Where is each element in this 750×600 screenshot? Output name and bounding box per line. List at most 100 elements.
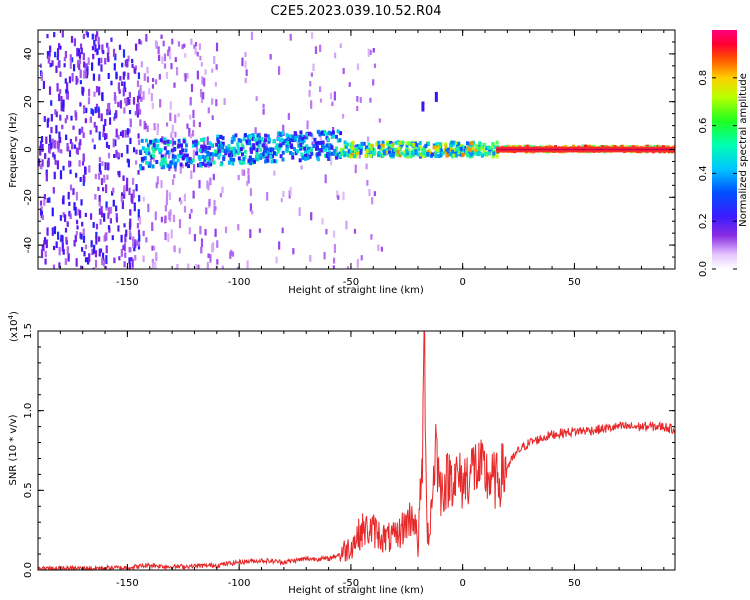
spectrogram-cell <box>58 131 61 140</box>
spectrogram-cell <box>62 195 65 205</box>
spectrogram-cell <box>86 65 89 75</box>
spectrogram-cell <box>84 212 87 217</box>
spectrogram-cell <box>72 188 75 195</box>
spectrogram-cell <box>118 256 121 261</box>
spectrogram-cell <box>63 63 66 68</box>
spectrogram-cell <box>265 156 269 161</box>
spectrogram-cell <box>178 219 182 229</box>
spectrogram-cell <box>137 139 141 145</box>
spectrogram-cell <box>287 143 291 148</box>
spectrogram-cell <box>144 123 147 129</box>
spectrogram-cell <box>318 132 322 137</box>
spectrogram-cell <box>213 199 216 206</box>
spectrogram-cell <box>40 72 44 81</box>
spectrogram-cell <box>219 162 223 167</box>
spectrogram-cell <box>282 124 285 133</box>
spectrogram-cell <box>143 156 147 161</box>
spectrogram-cell <box>140 138 144 143</box>
y-tick-label: 0 <box>23 146 34 152</box>
spectrogram-cell <box>391 142 395 147</box>
spectrogram-cell <box>281 157 285 162</box>
spectrogram-cell <box>209 152 213 157</box>
spectrogram-cell <box>84 67 87 73</box>
spectrogram-cell <box>144 147 148 152</box>
spectrogram-cell <box>176 263 179 269</box>
spectrogram-cell <box>138 234 141 242</box>
spectrogram-cell <box>217 139 221 144</box>
spectrogram-cell <box>106 52 110 61</box>
spectrogram-cell <box>56 55 59 61</box>
spectrogram-cell <box>188 157 192 162</box>
spectrogram-cell <box>204 69 207 75</box>
spectrogram-cell <box>264 133 268 138</box>
spectrogram-cell <box>214 152 218 157</box>
spectrogram-cell <box>479 151 483 156</box>
spectrogram-cell <box>453 151 457 156</box>
spectrogram-cell <box>117 225 120 232</box>
spectrogram-cell <box>466 153 470 158</box>
spectrogram-cell <box>457 150 461 155</box>
spectrogram-cell <box>305 152 309 157</box>
colorbar-ticks: 0.0 0.2 0.4 0.6 0.8 <box>698 70 737 277</box>
spectrogram-cell <box>122 175 125 181</box>
spectrogram-cell <box>151 153 155 158</box>
spectrogram-cell <box>261 152 265 157</box>
spectrogram-cell <box>437 153 441 158</box>
spectrogram-cell <box>332 126 335 134</box>
y-tick-label: 0.0 <box>23 562 34 578</box>
spectrogram-cell <box>431 152 435 157</box>
spectrogram-cell <box>236 151 240 156</box>
spectrogram-cell <box>48 86 52 95</box>
spectrogram-cell <box>138 109 142 115</box>
spectrogram-cell <box>180 200 183 205</box>
spectrogram-cell <box>286 141 290 146</box>
spectrogram-cell <box>351 146 355 151</box>
spectrogram-cell <box>315 145 319 150</box>
spectrogram-cell <box>311 141 314 146</box>
spectrogram-cell <box>620 144 624 148</box>
spectrogram-cell <box>434 91 438 102</box>
spectrogram-cell <box>188 213 192 219</box>
spectrogram-cell <box>327 146 331 151</box>
spectrogram-cell <box>59 114 62 121</box>
spectrogram-cell <box>85 30 88 36</box>
x-tick-label: 0 <box>459 277 465 288</box>
spectrogram-cell <box>102 124 106 132</box>
spectrogram-cell <box>95 231 98 239</box>
spectrogram-cell <box>131 63 134 68</box>
spectrogram-cell <box>418 152 422 157</box>
spectrogram-cell <box>60 95 63 103</box>
spectrogram-cell <box>192 190 195 199</box>
spectrogram-cell <box>243 149 247 154</box>
spectrogram-cell <box>309 147 313 152</box>
spectrogram-cell <box>179 154 183 159</box>
x-tick-label: -50 <box>343 578 359 589</box>
spectrogram-cell <box>412 142 416 147</box>
spectrogram-cell <box>115 71 118 80</box>
spectrogram-cell <box>300 165 303 170</box>
spectrogram-cell <box>154 261 157 269</box>
spectrogram-cell <box>83 70 86 79</box>
spectrogram-cell <box>70 115 73 121</box>
spectrogram-cell <box>58 247 61 256</box>
spectrogram-cell <box>209 254 212 263</box>
spectrogram-cell <box>423 151 427 156</box>
spectrogram-cell <box>223 98 226 105</box>
spectrogram-cell <box>262 108 265 115</box>
spectrogram-cell <box>356 144 360 149</box>
spectrogram-cell <box>272 139 276 144</box>
spectrogram-cell <box>394 150 398 155</box>
spectrogram-cell <box>356 151 360 156</box>
spectrogram-cell <box>67 191 70 200</box>
spectrogram-cell <box>206 262 209 269</box>
spectrogram-cell <box>362 141 366 146</box>
spectrogram-cell <box>206 152 210 157</box>
spectrogram-cell <box>111 235 114 241</box>
spectrogram-cell <box>171 161 175 166</box>
spectrogram-cell <box>177 41 181 47</box>
spectrogram-cell <box>87 57 90 65</box>
spectrogram-cell <box>95 86 99 93</box>
spectrogram-cell <box>278 241 281 250</box>
spectrogram-cell <box>272 151 276 156</box>
spectrogram-cell <box>459 151 463 156</box>
